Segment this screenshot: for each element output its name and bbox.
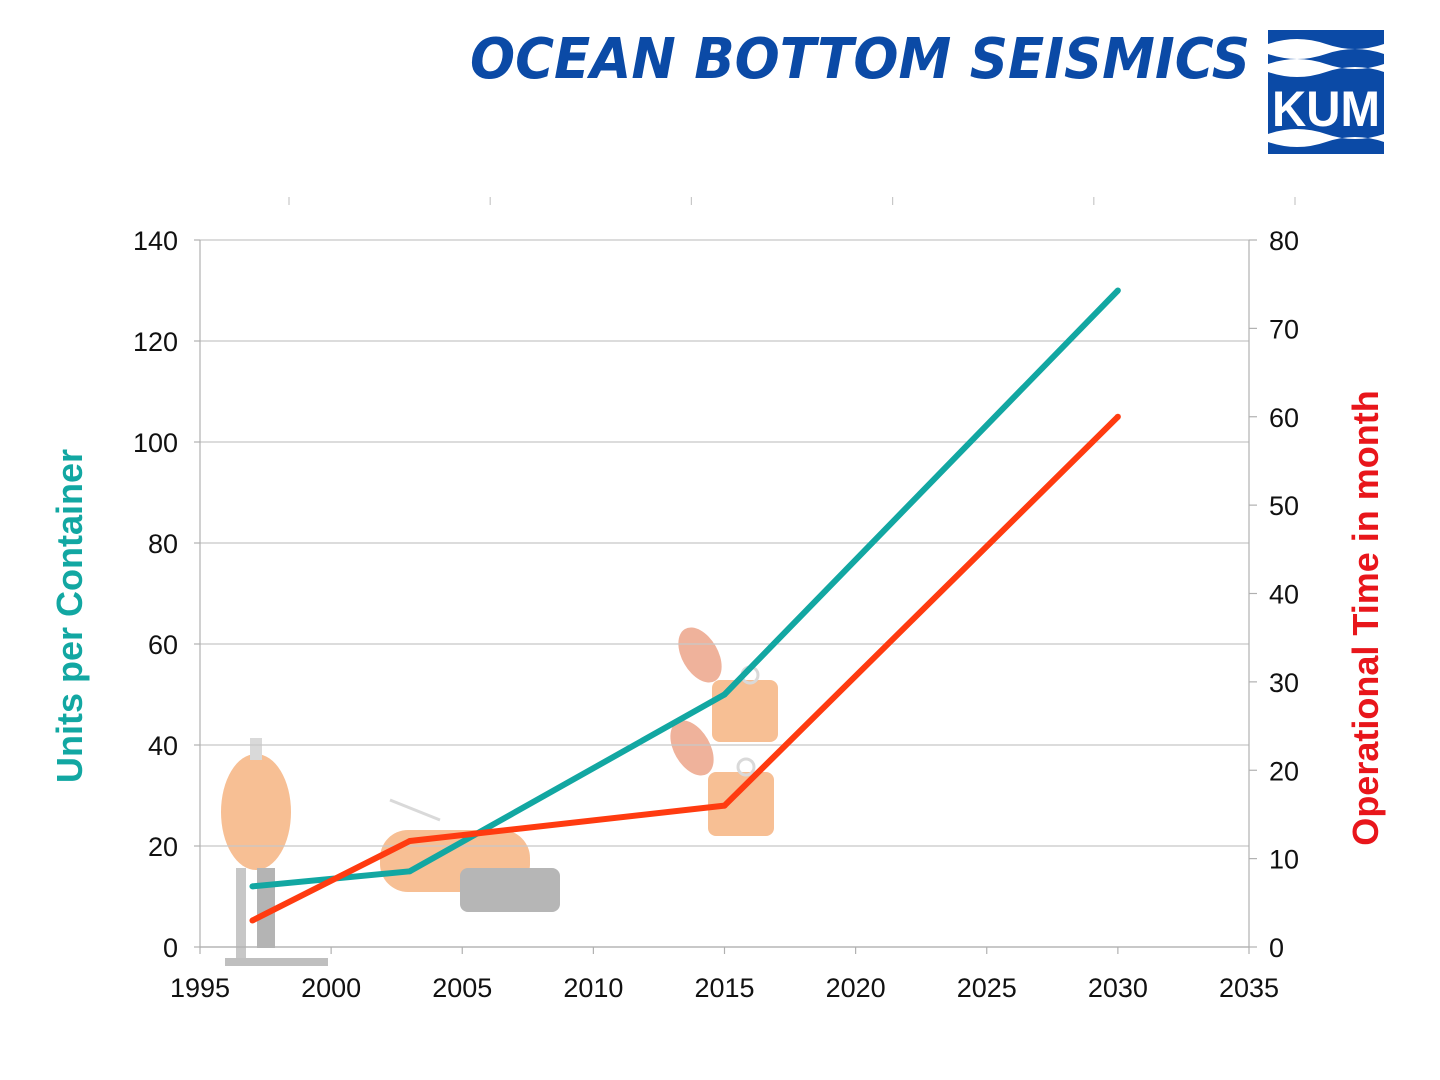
x-tick-label: 1995 [170,973,230,1003]
right-y-axis-label: Operational Time in month [1345,390,1386,845]
right-y-axis-ticks: 0 10 20 30 40 50 60 70 80 [1249,226,1299,963]
page-title: OCEAN BOTTOM SEISMICS [470,27,1250,92]
right-y-tick-label: 40 [1269,580,1299,610]
left-y-axis-ticks: 0 20 40 60 80 100 120 140 [133,226,200,963]
data-point-operational-time-in-month [1114,413,1121,420]
2003-obs-device-illustration [380,798,560,912]
left-y-tick-label: 60 [148,630,178,660]
right-y-tick-label: 50 [1269,491,1299,521]
right-y-tick-label: 0 [1269,933,1284,963]
early-obs-device-illustration [221,738,328,966]
right-y-tick-label: 10 [1269,845,1299,875]
series-line-units-per-container [252,288,1121,890]
x-tick-label: 2015 [694,973,754,1003]
kum-logo: KUM [1268,30,1384,154]
left-y-tick-label: 140 [133,226,178,256]
x-tick-label: 2025 [957,973,1017,1003]
x-tick-label: 2030 [1088,973,1148,1003]
left-y-tick-label: 40 [148,731,178,761]
left-y-tick-label: 0 [163,933,178,963]
left-y-tick-label: 20 [148,832,178,862]
left-y-tick-label: 80 [148,529,178,559]
data-point-units-per-container [406,868,413,875]
left-y-axis-label: Units per Container [49,449,90,783]
left-y-tick-label: 120 [133,327,178,357]
data-point-operational-time-in-month [249,917,256,924]
gridlines [199,239,1250,948]
x-tick-label: 2020 [826,973,886,1003]
x-axis-ticks: 1995 2000 2005 2010 2015 2020 2025 2030 2035 [170,947,1279,1003]
x-tick-label: 2000 [301,973,361,1003]
data-point-operational-time-in-month [406,837,413,844]
x-tick-label: 2035 [1219,973,1279,1003]
data-point-operational-time-in-month [721,802,728,809]
2015-obs-device-illustration-b [670,720,774,836]
right-y-tick-label: 60 [1269,403,1299,433]
right-y-tick-label: 20 [1269,756,1299,786]
title-text: OCEAN BOTTOM SEISMICS [470,27,1250,92]
logo-text: KUM [1272,81,1380,137]
left-y-tick-label: 100 [133,428,178,458]
series-line-operational-time-in-month [251,414,1121,924]
data-point-units-per-container [721,691,728,698]
right-y-tick-label: 70 [1269,314,1299,344]
data-point-units-per-container [249,883,256,890]
series-lines [249,287,1121,924]
right-y-tick-label: 30 [1269,668,1299,698]
data-point-units-per-container [1114,287,1121,294]
x-tick-label: 2010 [563,973,623,1003]
right-y-tick-label: 80 [1269,226,1299,256]
top-axis-ticks [288,197,1296,205]
device-illustrations [221,627,778,966]
2015-obs-device-illustration-a [678,627,778,742]
x-tick-label: 2005 [432,973,492,1003]
